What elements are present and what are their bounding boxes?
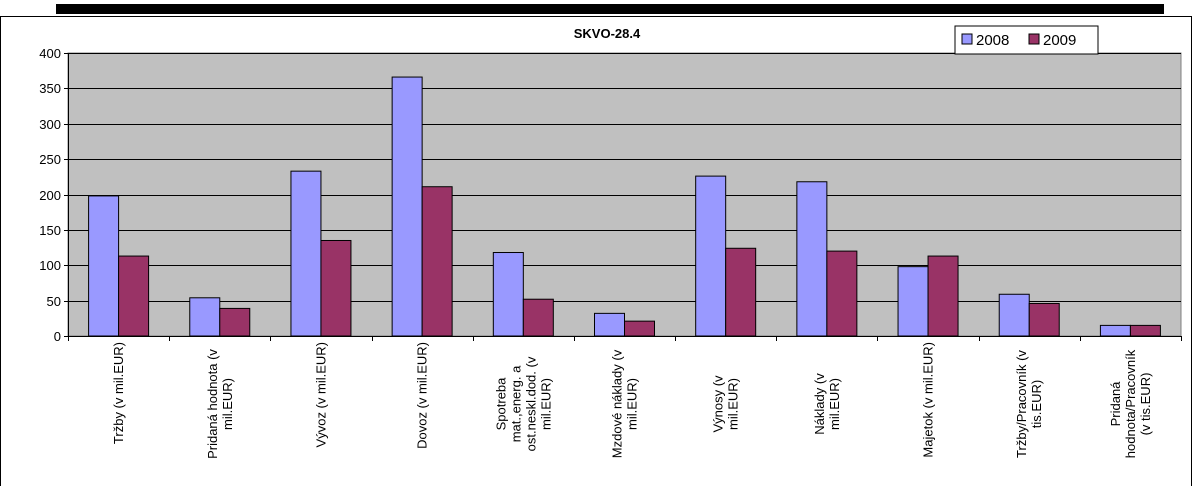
bar-2009 bbox=[320, 239, 352, 337]
bar-2008 bbox=[391, 76, 423, 337]
x-category-label-line: ost.neskl.dod. (v bbox=[523, 356, 538, 451]
x-category-label-line: mat.,energ. a bbox=[508, 365, 523, 442]
y-tick-label: 400 bbox=[39, 46, 61, 61]
bar-2008 bbox=[1099, 324, 1131, 337]
x-category-label-line: mil.EUR) bbox=[726, 378, 741, 430]
x-category-label-line: mil.EUR) bbox=[538, 378, 553, 430]
x-category-label-line: mil.EUR) bbox=[220, 378, 235, 430]
x-axis: Tržby (v mil.EUR) Pridaná hodnota (vmil.E… bbox=[68, 336, 1182, 459]
bar-2009 bbox=[927, 255, 959, 337]
x-category-label-line: Dovoz (v mil.EUR) bbox=[415, 342, 430, 449]
y-tick-label: 250 bbox=[39, 152, 61, 167]
bar-2009 bbox=[219, 307, 251, 337]
legend: 2008 2009 bbox=[954, 25, 1099, 55]
plot-background bbox=[67, 52, 1182, 337]
x-category-label: Výnosy (vmil.EUR) bbox=[711, 375, 741, 433]
x-category-label: Náklady (vmil.EUR) bbox=[812, 373, 842, 435]
bar-2009 bbox=[826, 250, 858, 337]
bars bbox=[88, 76, 1161, 337]
x-category-label: Spotrebamat.,energ. aost.neskl.dod. (vmi… bbox=[493, 356, 553, 451]
x-category-label-line: mil.EUR) bbox=[625, 378, 640, 430]
x-category-label: Vývoz (v mil.EUR) bbox=[314, 342, 329, 447]
x-category-label: Tržby (v mil.EUR) bbox=[111, 342, 126, 444]
x-category-label: Dovoz (v mil.EUR) bbox=[415, 342, 430, 449]
x-category-label: Pridaná hodnota (vmil.EUR) bbox=[205, 349, 235, 459]
y-tick-label: 0 bbox=[54, 329, 61, 344]
bar-2008 bbox=[290, 170, 322, 337]
top-black-bar bbox=[56, 4, 1164, 14]
y-tick-label: 100 bbox=[39, 258, 61, 273]
x-category-label: Mzdové náklady (vmil.EUR) bbox=[610, 349, 640, 458]
x-category-label-line: (v tis.EUR) bbox=[1138, 373, 1153, 436]
bar-2008 bbox=[998, 293, 1030, 337]
bar-2008 bbox=[189, 297, 221, 337]
x-category-label-line: Výnosy (v bbox=[711, 375, 726, 433]
x-category-label-line: hodnota/Pracovník bbox=[1123, 349, 1138, 458]
legend-label-2008: 2008 bbox=[976, 32, 1009, 49]
bar-2009 bbox=[1028, 302, 1060, 337]
x-category-label: Pridanáhodnota/Pracovník(v tis.EUR) bbox=[1108, 349, 1153, 458]
legend-swatch-2008 bbox=[961, 33, 973, 45]
x-category-label-line: Mzdové náklady (v bbox=[610, 349, 625, 458]
bar-2009 bbox=[624, 320, 655, 337]
x-category-label-line: Pridaná hodnota (v bbox=[205, 349, 220, 459]
bar-2008 bbox=[695, 175, 727, 337]
bar-2008 bbox=[897, 266, 929, 337]
y-tick-label: 300 bbox=[39, 117, 61, 132]
x-category-label-line: mil.EUR) bbox=[827, 378, 842, 430]
y-tick-label: 350 bbox=[39, 81, 61, 96]
bar-2009 bbox=[118, 255, 150, 337]
x-category-label-line: Spotreba bbox=[493, 377, 508, 431]
x-category-label-line: Vývoz (v mil.EUR) bbox=[314, 342, 329, 447]
y-axis: 0 50 100 150 200 250 300 350 400 bbox=[39, 46, 69, 344]
x-category-label-line: Majetok (v mil.EUR) bbox=[921, 342, 936, 458]
bar-2008 bbox=[88, 195, 120, 337]
y-tick-label: 50 bbox=[47, 294, 61, 309]
bar-2008 bbox=[594, 312, 625, 337]
bar-2009 bbox=[725, 247, 757, 337]
x-category-label-line: Pridaná bbox=[1108, 381, 1123, 427]
bar-2008 bbox=[492, 252, 524, 337]
plot-area bbox=[67, 52, 1182, 337]
x-category-label-line: Tržby (v mil.EUR) bbox=[111, 342, 126, 444]
bar-2008 bbox=[796, 181, 828, 337]
x-category-label: Tržby/Pracovník (vtis.EUR) bbox=[1014, 350, 1044, 458]
x-category-label: Majetok (v mil.EUR) bbox=[921, 342, 936, 458]
bar-2009 bbox=[1129, 324, 1161, 337]
x-category-label-line: Náklady (v bbox=[812, 373, 827, 435]
x-category-label-line: tis.EUR) bbox=[1029, 380, 1044, 428]
y-tick-label: 200 bbox=[39, 188, 61, 203]
bar-2009 bbox=[522, 298, 554, 337]
x-category-label-line: Tržby/Pracovník (v bbox=[1014, 350, 1029, 458]
legend-box bbox=[954, 25, 1099, 55]
legend-label-2009: 2009 bbox=[1043, 32, 1076, 49]
legend-swatch-2009 bbox=[1028, 33, 1040, 45]
chart-title: SKVO-28.4 bbox=[574, 26, 641, 41]
bar-2009 bbox=[421, 186, 453, 337]
y-tick-label: 150 bbox=[39, 223, 61, 238]
